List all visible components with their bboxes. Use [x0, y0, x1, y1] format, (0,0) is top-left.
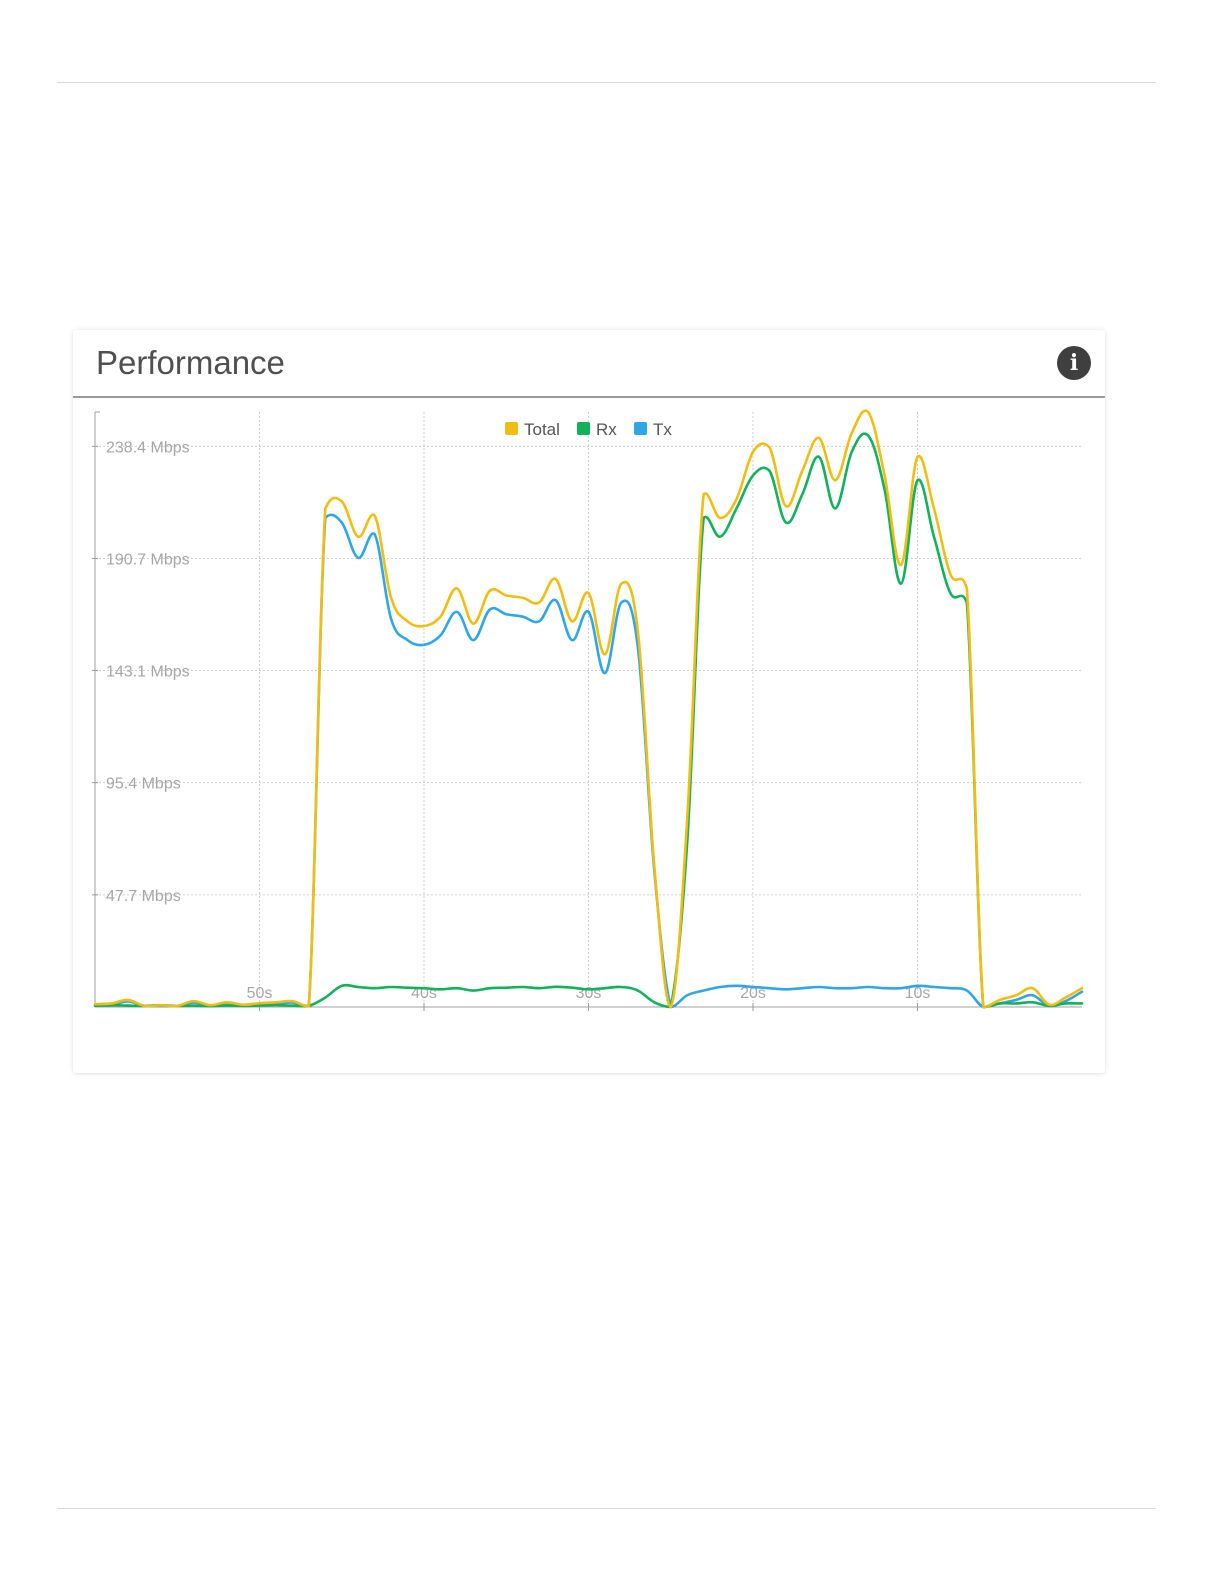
x-tick-label: 10s	[905, 985, 931, 1002]
legend-swatch	[634, 422, 647, 435]
legend-label: Rx	[596, 420, 617, 439]
legend-item-rx[interactable]: Rx	[577, 420, 617, 439]
y-tick-label: 190.7 Mbps	[106, 552, 190, 569]
y-axis-ticks: 47.7 Mbps 95.4 Mbps 143.1 Mbps 190.7 Mbps 23…	[106, 439, 190, 904]
y-tick-label: 47.7 Mbps	[106, 888, 181, 905]
info-icon[interactable]: i	[1057, 346, 1091, 380]
page-top-rule	[57, 82, 1156, 83]
page-bottom-rule	[57, 1508, 1156, 1509]
panel-header: Performance i	[73, 330, 1105, 398]
legend-item-tx[interactable]: Tx	[634, 420, 672, 439]
legend-label: Total	[524, 420, 560, 439]
y-tick-label: 143.1 Mbps	[106, 663, 190, 680]
legend-swatch	[577, 422, 590, 435]
series-line-rx	[93, 432, 1084, 1009]
y-tick-label: 95.4 Mbps	[106, 776, 181, 793]
performance-chart: 47.7 Mbps 95.4 Mbps 143.1 Mbps 190.7 Mbps 23…	[92, 409, 1084, 1011]
legend-item-total[interactable]: Total	[505, 420, 560, 439]
x-tick-label: 20s	[740, 985, 766, 1002]
series-lines	[93, 409, 1084, 1009]
panel-title: Performance	[96, 344, 285, 381]
x-tick-label: 50s	[247, 985, 273, 1002]
series-line-total	[93, 409, 1084, 1009]
legend-label: Tx	[653, 420, 672, 439]
chart-legend[interactable]: Total Rx Tx	[505, 420, 672, 439]
legend-swatch	[505, 422, 518, 435]
y-tick-label: 238.4 Mbps	[106, 439, 190, 456]
chart-axes	[92, 411, 1082, 1011]
grid-lines	[95, 412, 1082, 1007]
